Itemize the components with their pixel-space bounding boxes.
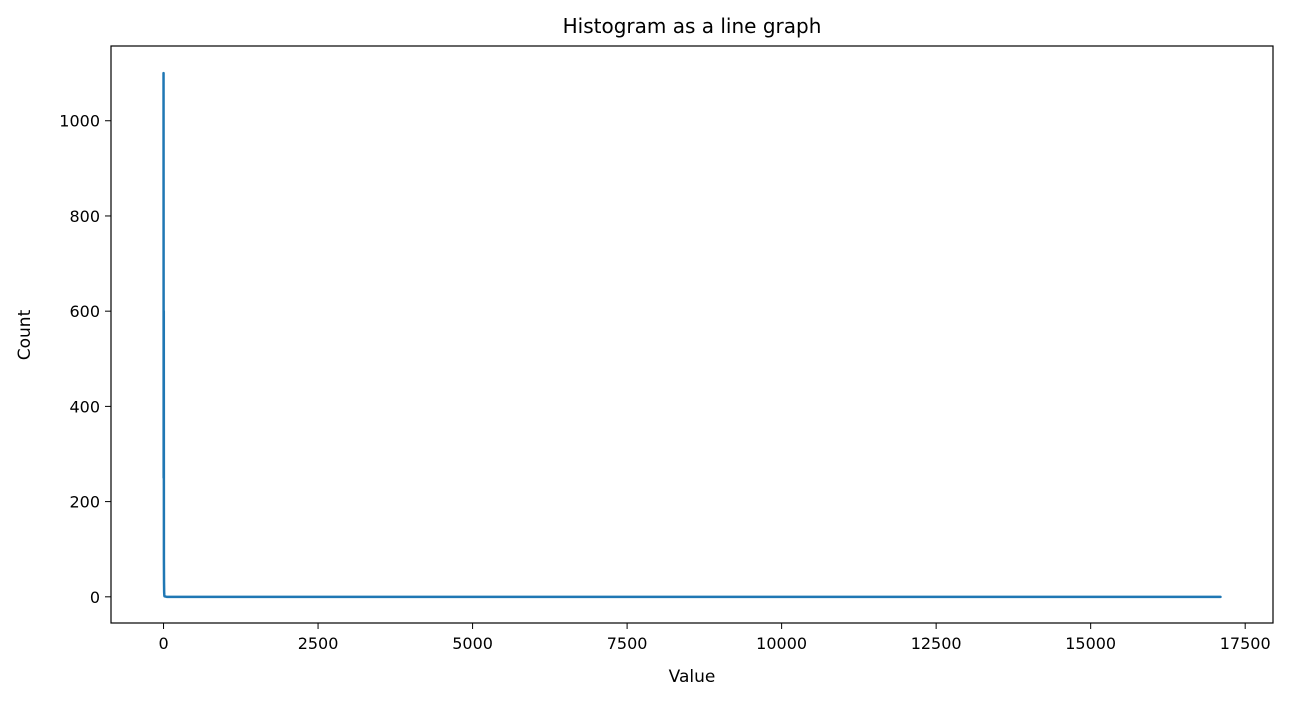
y-tick-label: 1000	[59, 112, 100, 131]
series-layer	[162, 71, 1222, 599]
x-tick-label: 15000	[1065, 634, 1116, 653]
plot-frame	[110, 45, 1274, 624]
x-tick-label: 10000	[756, 634, 807, 653]
x-tick-label: 5000	[452, 634, 493, 653]
y-tick-label: 0	[90, 588, 100, 607]
x-axis: 0 2500 5000 7500 10000 12500 15000 17500	[158, 623, 1271, 653]
y-axis-title: Count	[15, 309, 35, 360]
x-tick-label: 7500	[607, 634, 648, 653]
y-tick-label: 200	[69, 493, 100, 512]
plot-area	[110, 45, 1274, 624]
x-tick-label: 12500	[911, 634, 962, 653]
x-axis-title: Value	[669, 667, 716, 687]
series-line	[162, 71, 1222, 599]
y-tick-label: 400	[69, 397, 100, 416]
y-tick-label: 600	[69, 302, 100, 321]
y-tick-label: 800	[69, 207, 100, 226]
x-tick-label: 17500	[1220, 634, 1271, 653]
x-tick-label: 2500	[298, 634, 339, 653]
y-axis: 0 200 400 600 800 1000	[59, 112, 111, 607]
x-tick-label: 0	[158, 634, 168, 653]
chart-title: Histogram as a line graph	[563, 14, 822, 38]
